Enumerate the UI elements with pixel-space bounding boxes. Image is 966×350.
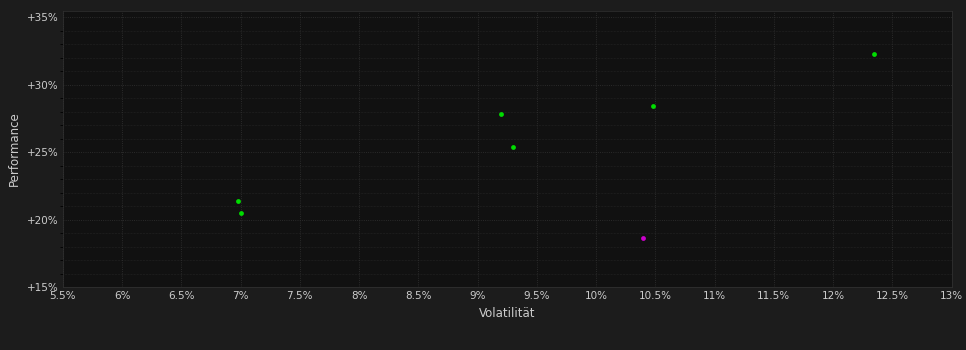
Point [494, 112, 509, 117]
Point [645, 104, 661, 109]
Point [505, 144, 521, 149]
Point [231, 198, 246, 203]
Point [636, 236, 651, 241]
X-axis label: Volatilität: Volatilität [479, 307, 535, 320]
Y-axis label: Performance: Performance [9, 111, 21, 186]
Point [233, 210, 248, 216]
Point [867, 51, 882, 56]
